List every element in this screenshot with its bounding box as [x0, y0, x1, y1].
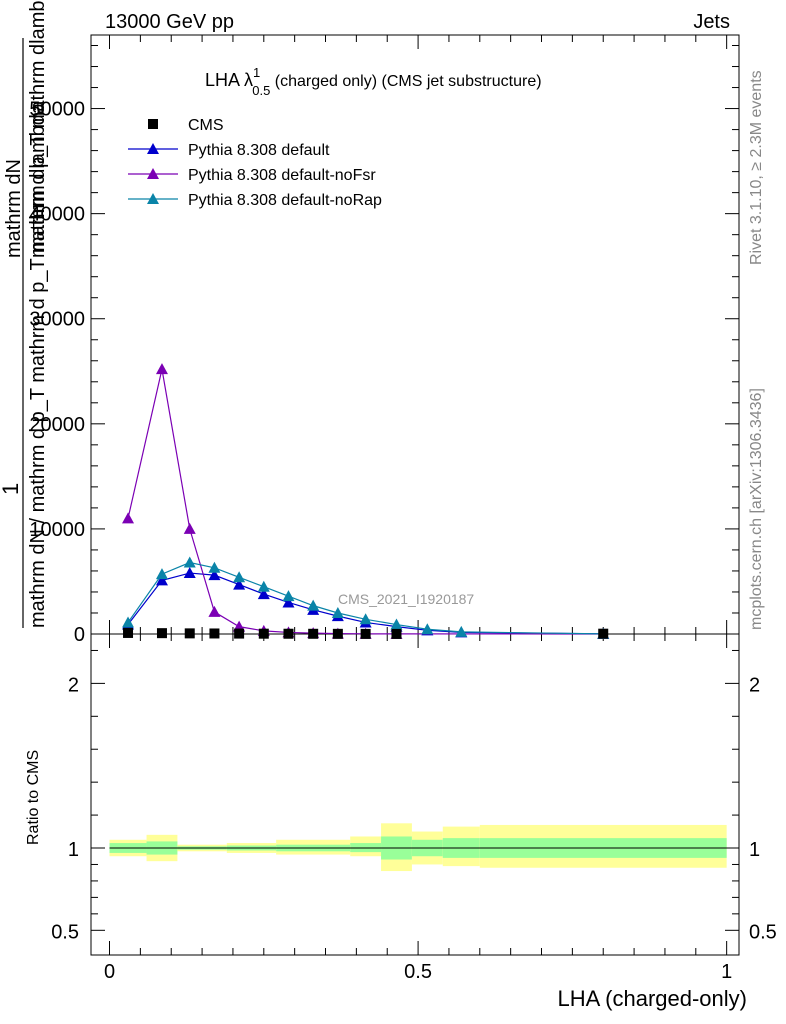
mcplots-label: mcplots.cern.ch [arXiv:1306.3436]: [748, 388, 765, 630]
title-suffix: (charged only) (CMS jet substructure): [270, 73, 541, 90]
series-1-point-5: [257, 588, 270, 600]
title-sub: 0.5: [252, 83, 270, 98]
series-1-point-6: [282, 596, 295, 608]
series-3-point-0: [122, 616, 135, 628]
main-ytick-label-4: 40000: [29, 204, 85, 226]
y-axis-label-denominator: mathrm dN / mathrm d p_T mathrm d p_T ma…: [27, 102, 49, 628]
x-axis-label: LHA (charged-only): [557, 986, 747, 1011]
series-0-point-2: [184, 628, 195, 639]
series-2-point-0: [122, 512, 135, 524]
series-2-point-3: [208, 605, 221, 617]
legend-label-1: Pythia 8.308 default: [188, 142, 330, 159]
ratio-ytick-label-right-1: 1: [749, 839, 760, 861]
series-3: [122, 556, 610, 639]
legend-marker-0: [148, 119, 158, 129]
series-1-point-1: [155, 574, 168, 586]
ratio-bands: [109, 823, 727, 872]
series-0-point-11: [598, 628, 609, 639]
chart-title: LHA λ1 0.5 (charged only) (CMS jet substr…: [205, 65, 542, 98]
series-3-point-4: [233, 571, 246, 583]
series-0-point-9: [360, 628, 371, 639]
y-axis-label-numerator: 1: [0, 483, 23, 495]
main-ytick-label-0: 0: [74, 624, 85, 646]
dataset-label: Jets: [693, 11, 730, 33]
main-ytick-label-2: 20000: [29, 414, 85, 436]
series-0-point-1: [156, 628, 167, 639]
y-axis-label-top: mathrm dN: [3, 159, 25, 258]
series-1-point-2: [183, 567, 196, 579]
legend-marker-2: [147, 168, 159, 179]
series-1-point-3: [208, 569, 221, 581]
series-3-point-9: [359, 613, 372, 625]
series-3-point-3: [208, 561, 221, 573]
ratio-y-label: Ratio to CMS: [25, 750, 42, 845]
main-ytick-label-5: 50000: [29, 99, 85, 121]
series-0-point-5: [258, 628, 269, 639]
legend-label-3: Pythia 8.308 default-noRap: [188, 192, 382, 209]
series-0-point-8: [332, 628, 343, 639]
ratio-panel-frame: [90, 633, 740, 956]
main-ytick-label-1: 10000: [29, 519, 85, 541]
series-3-point-5: [257, 580, 270, 592]
legend-label-2: Pythia 8.308 default-noFsr: [188, 167, 376, 184]
series-1-point-4: [233, 578, 246, 590]
series-3-point-8: [331, 606, 344, 618]
series-3-point-2: [183, 556, 196, 568]
x-ticks: 0 0.5 1: [104, 35, 732, 983]
series-3-point-11: [421, 623, 434, 635]
series-3-point-12: [455, 625, 468, 637]
series-0-point-4: [234, 628, 245, 639]
series-3-point-10: [390, 618, 403, 630]
ratio-ytick-label-right-0: 0.5: [749, 921, 777, 943]
title-sup: 1: [253, 65, 260, 80]
x-tick-label-0: 0: [104, 961, 115, 983]
ratio-y-ticks: 0.5 0.5 1 1 2 2: [51, 649, 777, 943]
series-0-point-7: [308, 628, 319, 639]
analysis-label: CMS_2021_I1920187: [338, 591, 474, 607]
legend-label-0: CMS: [188, 117, 224, 134]
series-line-3: [127, 561, 604, 635]
legend: CMS Pythia 8.308 default Pythia 8.308 defa…: [128, 117, 382, 209]
series-3-point-6: [282, 590, 295, 602]
series-layer: [122, 363, 610, 639]
series-line-1: [127, 572, 604, 635]
x-tick-label-2: 1: [721, 961, 732, 983]
series-2-point-1: [155, 363, 168, 375]
series-0-point-3: [209, 628, 220, 639]
series-3-point-7: [307, 599, 320, 611]
ratio-ytick-label-left-2: 2: [68, 674, 79, 696]
ratio-ytick-label-right-2: 2: [749, 674, 760, 696]
rivet-label: Rivet 3.1.10, ≥ 2.3M events: [748, 70, 765, 265]
series-0-point-10: [391, 628, 402, 639]
legend-marker-3: [147, 193, 159, 204]
y-axis-label-top-line2: mathrm d p_T mathrm dlambda: [27, 0, 49, 258]
series-3-point-1: [155, 568, 168, 580]
legend-marker-1: [147, 143, 159, 154]
ratio-ytick-label-left-0: 0.5: [51, 921, 79, 943]
ratio-ytick-label-left-1: 1: [68, 839, 79, 861]
energy-label: 13000 GeV pp: [105, 11, 234, 33]
main-y-ticks: 0 10000 20000 30000 40000 50000: [29, 45, 739, 646]
title-prefix: LHA λ: [205, 70, 253, 90]
series-0-point-6: [283, 628, 294, 639]
series-0: [123, 627, 609, 639]
main-ytick-label-3: 30000: [29, 309, 85, 331]
series-2-point-2: [183, 522, 196, 534]
x-tick-label-1: 0.5: [404, 961, 432, 983]
series-line-2: [127, 369, 604, 635]
series-0-point-0: [123, 627, 134, 638]
